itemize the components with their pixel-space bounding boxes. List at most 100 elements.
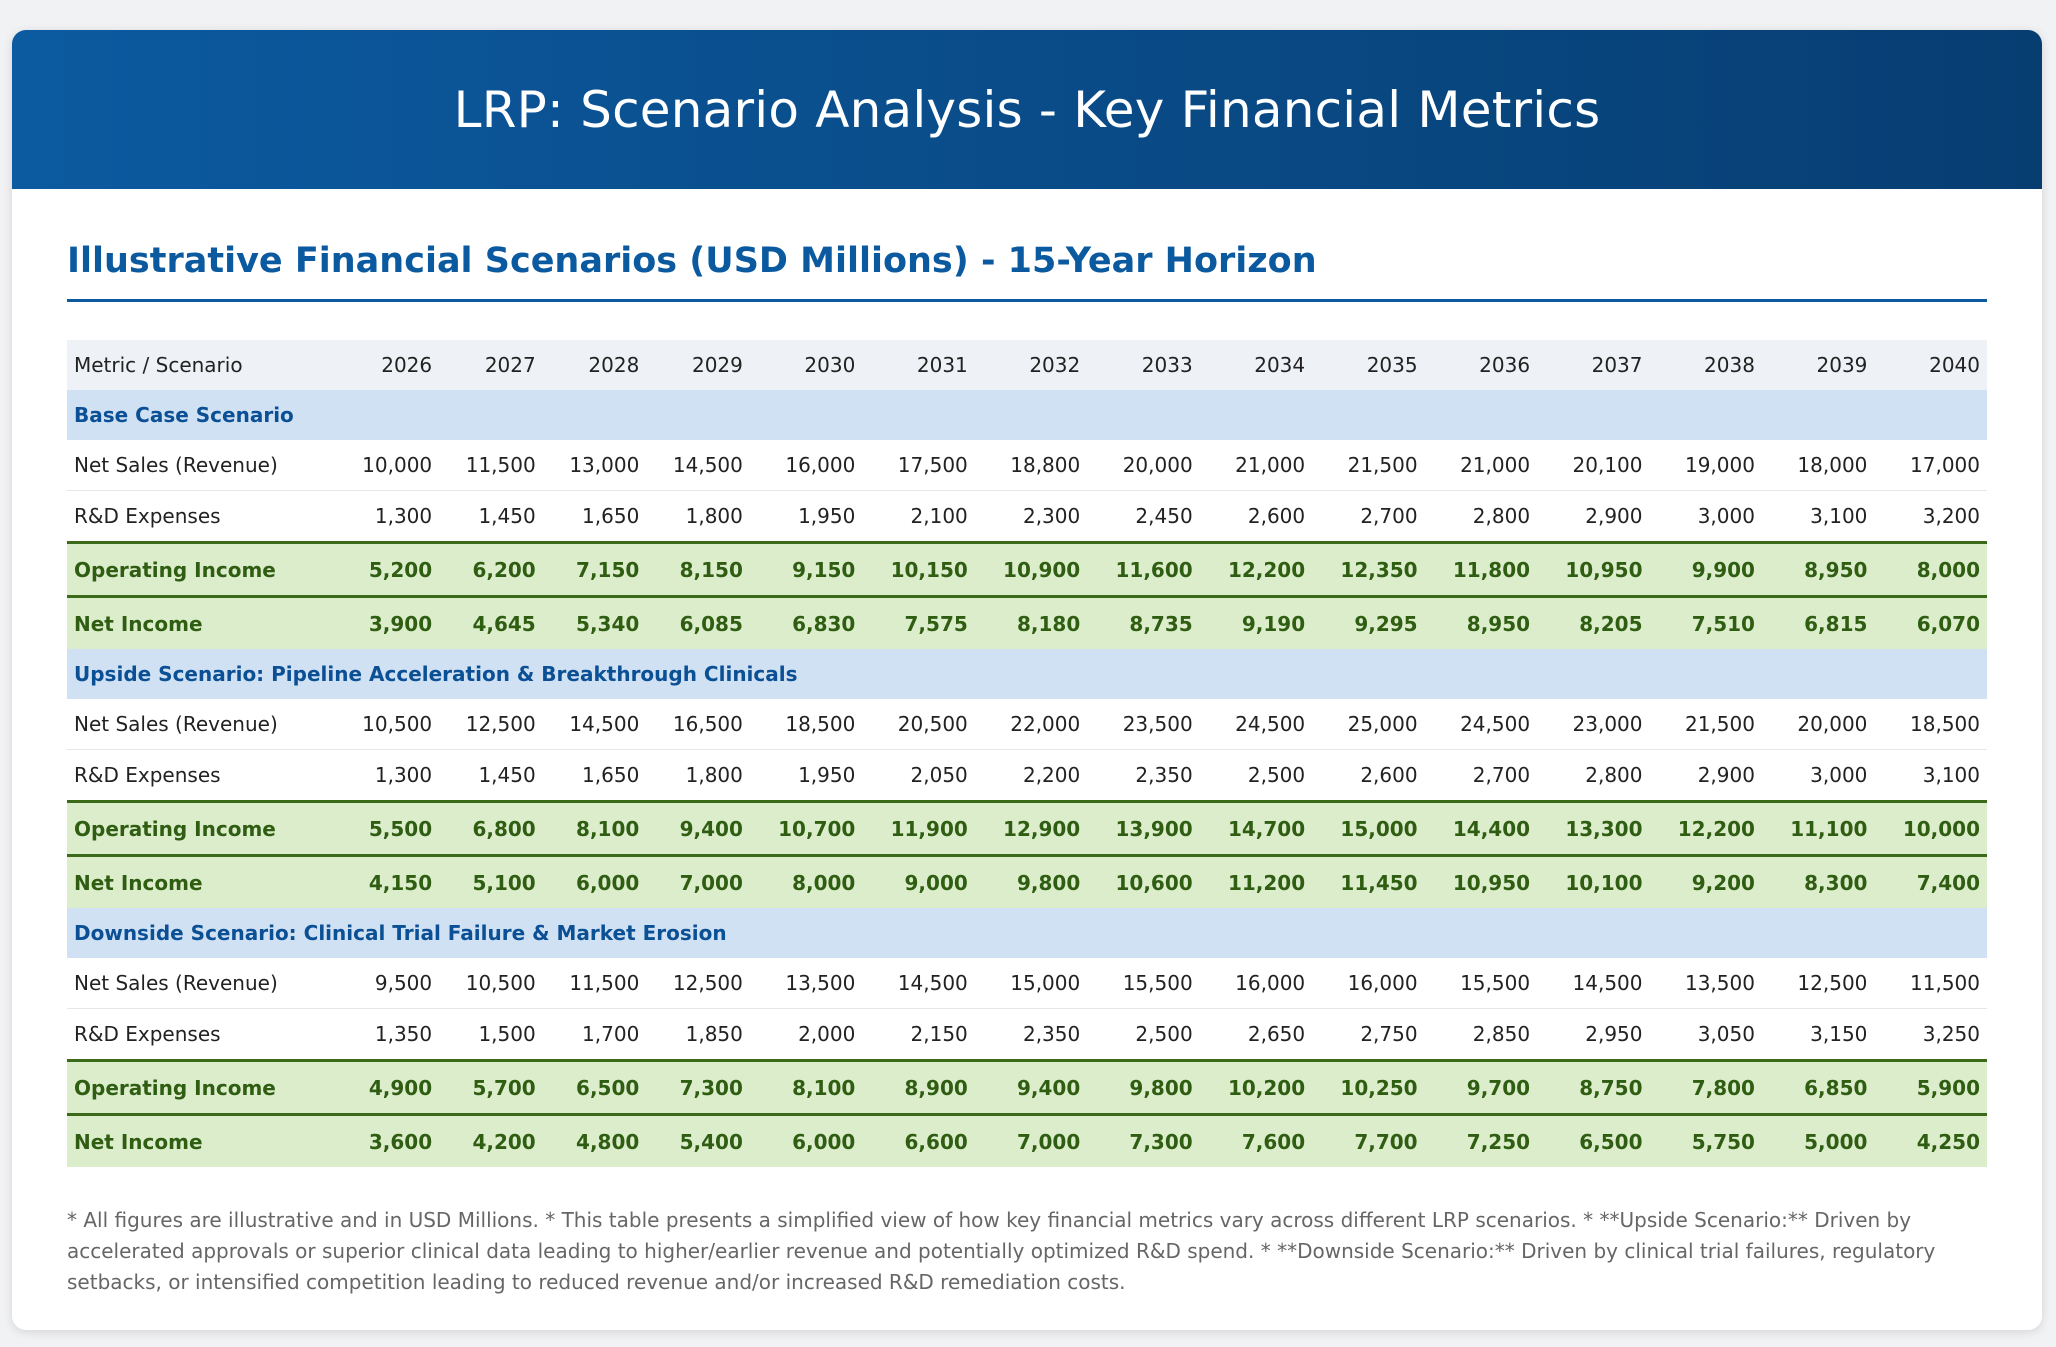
metric-value: 21,500	[1649, 699, 1762, 750]
header-banner: LRP: Scenario Analysis - Key Financial M…	[12, 30, 2042, 189]
metric-value: 3,000	[1697, 504, 1755, 528]
metric-value: 8,950	[1761, 541, 1875, 597]
metric-value: 7,300	[646, 1059, 750, 1115]
metric-value: 2,800	[1472, 504, 1531, 528]
metric-value: 6,500	[542, 1059, 647, 1115]
metric-value: 7,400	[1874, 854, 1987, 908]
metric-value: 5,100	[439, 854, 543, 908]
metric-value: 2,500	[1135, 1022, 1193, 1046]
metric-value: 18,500	[749, 699, 863, 750]
metric-value: 3,000	[1810, 763, 1868, 787]
metric-value: 6,830	[749, 595, 863, 649]
metric-value: 9,000	[862, 854, 975, 908]
metric-value: 12,200	[1649, 800, 1762, 856]
metric-value: 5,340	[542, 595, 647, 649]
metric-value: 11,900	[862, 800, 975, 856]
metric-value: 8,950	[1424, 595, 1538, 649]
metric-value: 1,650	[582, 763, 640, 787]
metric-value: 8,180	[974, 595, 1088, 649]
metric-value: 18,000	[1761, 440, 1875, 491]
metric-value: 5,700	[439, 1059, 543, 1115]
metric-value: 21,000	[1199, 440, 1313, 491]
metric-value: 8,100	[542, 800, 647, 856]
metric-value: 8,205	[1537, 595, 1650, 649]
metric-value: 15,500	[1424, 958, 1538, 1009]
metric-value: 10,950	[1424, 854, 1538, 908]
table-row: Net Sales (Revenue) 9,500 10,500 11,500 12,5…	[67, 958, 1987, 1009]
metric-value: 17,000	[1874, 440, 1987, 491]
metric-value: 7,510	[1649, 595, 1762, 649]
content-area: Illustrative Financial Scenarios (USD Mi…	[12, 241, 2042, 1298]
metric-value: 1,850	[685, 1022, 743, 1046]
table-row: R&D Expenses 1,300 1,450 1,650 1,800 1,950 2,1…	[67, 491, 1987, 543]
metric-value: 2,600	[1247, 504, 1306, 528]
metric-value: 9,900	[1649, 541, 1762, 597]
metric-value: 16,000	[1312, 958, 1425, 1009]
metric-value: 12,500	[439, 699, 543, 750]
footnote: * All figures are illustrative and in US…	[67, 1208, 1936, 1294]
column-header-year: 2034	[1199, 340, 1313, 390]
metric-value: 10,000	[335, 440, 440, 491]
metric-value: 10,000	[1874, 800, 1987, 856]
metric-value: 10,200	[1199, 1059, 1313, 1115]
table-row: R&D Expenses 1,300 1,450 1,650 1,800 1,950 2,0…	[67, 750, 1987, 802]
table-row: Operating Income 4,900 5,700 6,500 7,300 8,10…	[67, 1059, 1987, 1115]
metric-value: 15,500	[1087, 958, 1200, 1009]
metric-value: 2,450	[1135, 504, 1193, 528]
metric-value: 21,500	[1312, 440, 1425, 491]
metric-value: 4,900	[335, 1059, 440, 1115]
metric-value: 10,250	[1312, 1059, 1425, 1115]
scenario-header-row: Base Case Scenario	[67, 390, 1987, 440]
metric-value: 7,000	[974, 1113, 1088, 1167]
metric-value: 5,200	[335, 541, 440, 597]
table-row: Net Income 4,150 5,100 6,000 7,000 8,000 9,000…	[67, 854, 1987, 908]
metric-value: 1,450	[478, 504, 536, 528]
metric-value: 3,100	[1922, 763, 1980, 787]
metric-value: 13,000	[542, 440, 647, 491]
metric-value: 4,150	[335, 854, 440, 908]
metric-value: 5,400	[646, 1113, 750, 1167]
metric-value: 11,500	[542, 958, 647, 1009]
column-header-year: 2029	[646, 340, 750, 390]
metric-value: 12,500	[646, 958, 750, 1009]
metric-value: 13,300	[1537, 800, 1650, 856]
metric-value: 16,500	[646, 699, 750, 750]
metric-label: Operating Income	[67, 1059, 336, 1115]
table-row: Operating Income 5,500 6,800 8,100 9,400 10,7…	[67, 800, 1987, 856]
metric-value: 13,500	[1649, 958, 1762, 1009]
metric-value: 2,350	[1135, 763, 1193, 787]
metric-value: 2,650	[1247, 1022, 1306, 1046]
column-header-year: 2039	[1761, 340, 1875, 390]
metric-value: 3,250	[1922, 1022, 1980, 1046]
metric-value: 8,300	[1761, 854, 1875, 908]
metric-value: 12,200	[1199, 541, 1313, 597]
metric-value: 12,500	[1761, 958, 1875, 1009]
metric-value: 2,700	[1472, 763, 1531, 787]
metric-value: 6,850	[1761, 1059, 1875, 1115]
metric-value: 1,800	[685, 763, 743, 787]
table-row: Net Sales (Revenue) 10,000 11,500 13,000 14,…	[67, 440, 1987, 491]
metric-value: 16,000	[749, 440, 863, 491]
metric-value: 7,150	[542, 541, 647, 597]
metric-value: 3,600	[335, 1113, 440, 1167]
metric-value: 11,800	[1424, 541, 1538, 597]
metric-label: Operating Income	[67, 800, 336, 856]
metric-value: 1,950	[798, 763, 856, 787]
metric-value: 2,000	[798, 1022, 856, 1046]
metric-value: 24,500	[1424, 699, 1538, 750]
table-row: Net Income 3,900 4,645 5,340 6,085 6,830 7,575…	[67, 595, 1987, 649]
scenario-name: Upside Scenario: Pipeline Acceleration &…	[67, 649, 1987, 699]
metric-value: 10,500	[335, 699, 440, 750]
metric-value: 5,000	[1761, 1113, 1875, 1167]
metric-value: 2,850	[1472, 1022, 1531, 1046]
metric-value: 12,350	[1312, 541, 1425, 597]
column-header-year: 2027	[439, 340, 543, 390]
metric-value: 10,100	[1537, 854, 1650, 908]
metric-value: 1,500	[478, 1022, 536, 1046]
metric-value: 15,000	[1312, 800, 1425, 856]
metric-value: 14,500	[1537, 958, 1650, 1009]
metric-value: 2,100	[910, 504, 968, 528]
metric-value: 8,900	[862, 1059, 975, 1115]
metric-value: 2,300	[1022, 504, 1081, 528]
metric-value: 11,500	[1874, 958, 1987, 1009]
